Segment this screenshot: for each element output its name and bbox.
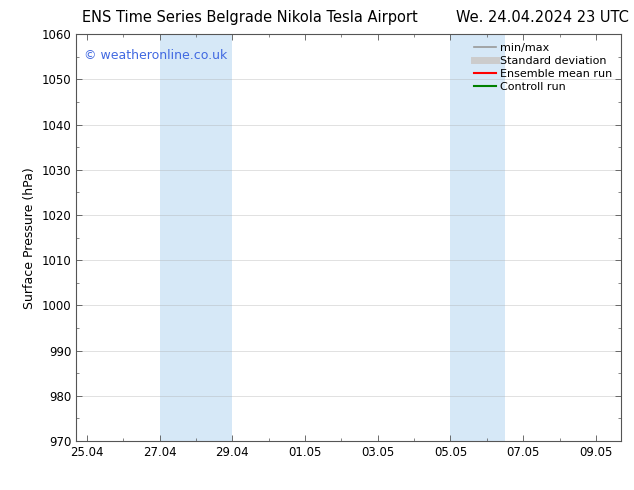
Legend: min/max, Standard deviation, Ensemble mean run, Controll run: min/max, Standard deviation, Ensemble me… [470, 40, 616, 95]
Text: © weatheronline.co.uk: © weatheronline.co.uk [84, 49, 228, 62]
Y-axis label: Surface Pressure (hPa): Surface Pressure (hPa) [23, 167, 36, 309]
Bar [160, 34, 233, 441]
Bar [451, 34, 505, 441]
Text: We. 24.04.2024 23 UTC: We. 24.04.2024 23 UTC [456, 10, 630, 24]
Text: ENS Time Series Belgrade Nikola Tesla Airport: ENS Time Series Belgrade Nikola Tesla Ai… [82, 10, 418, 24]
